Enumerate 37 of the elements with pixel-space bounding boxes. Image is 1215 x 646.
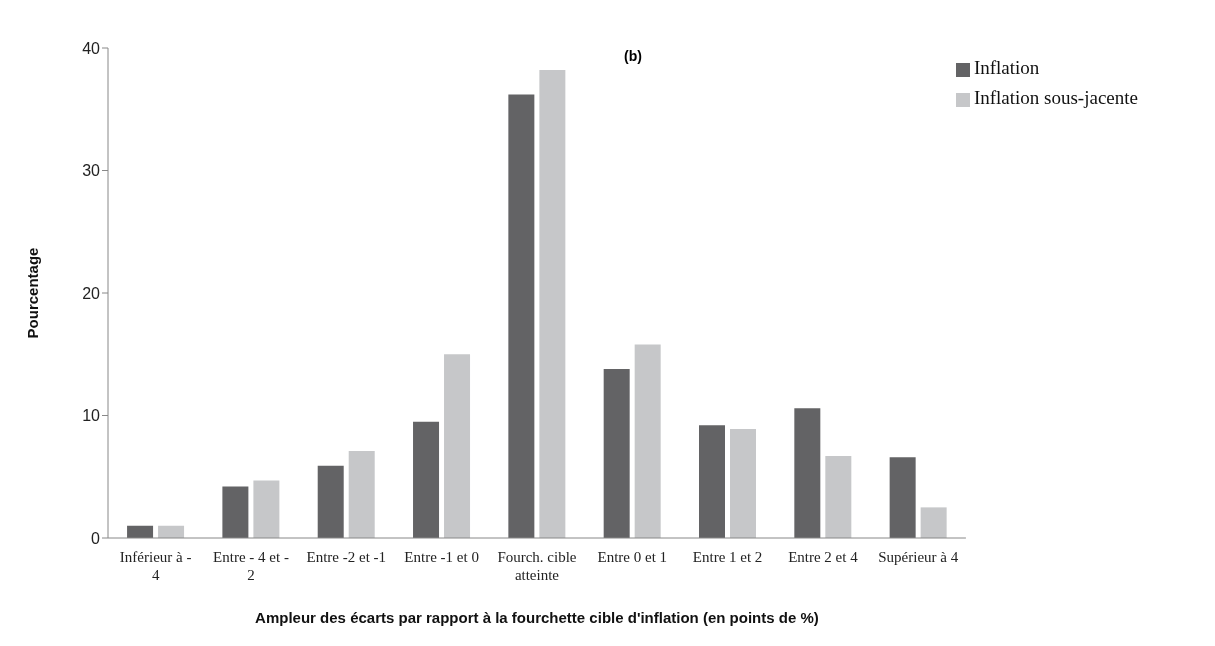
bar [253, 480, 280, 538]
bar [317, 465, 344, 538]
y-axis-title: Pourcentage [24, 247, 42, 339]
y-tick-label: 20 [82, 284, 101, 302]
chart-title: (b) [624, 48, 642, 64]
bar [699, 425, 725, 538]
x-tick-label: Entre 1 et 2 [692, 549, 763, 565]
y-tick-label: 40 [82, 39, 101, 57]
x-tick-label: Supérieur à 4 [878, 549, 959, 565]
bar [825, 455, 852, 538]
bar [889, 457, 916, 538]
bar [348, 451, 375, 538]
bar [730, 428, 756, 538]
bar [222, 486, 249, 538]
x-tick-label: Entre -1 et 0 [404, 549, 479, 565]
bar [444, 354, 471, 538]
bar [508, 94, 535, 538]
x-tick-label: Entre - 4 et - 2 [213, 549, 289, 583]
bar [603, 368, 630, 538]
bar [794, 408, 821, 538]
x-axis-title: Ampleur des écarts par rapport à la fourchette cible d'inflation (en points de %) [255, 609, 819, 626]
x-tick-label: Entre 0 et 1 [597, 549, 668, 565]
legend-label: Inflation [973, 57, 1040, 78]
x-tick-label: Inférieur à - 4 [119, 549, 192, 583]
bar [920, 507, 947, 538]
bar [634, 344, 661, 538]
x-tick-label: Entre -2 et -1 [306, 549, 387, 565]
bar [539, 70, 566, 538]
x-tick-label: Fourch. cible atteinte [497, 549, 577, 583]
y-tick-label: 0 [91, 529, 101, 547]
y-tick-label: 30 [82, 162, 101, 180]
x-tick-label: Entre 2 et 4 [788, 549, 859, 565]
bar [158, 525, 185, 538]
legend-label: Inflation sous-jacente [973, 87, 1138, 108]
y-tick-label: 10 [82, 407, 101, 425]
bar [127, 525, 154, 538]
bar [413, 421, 440, 538]
